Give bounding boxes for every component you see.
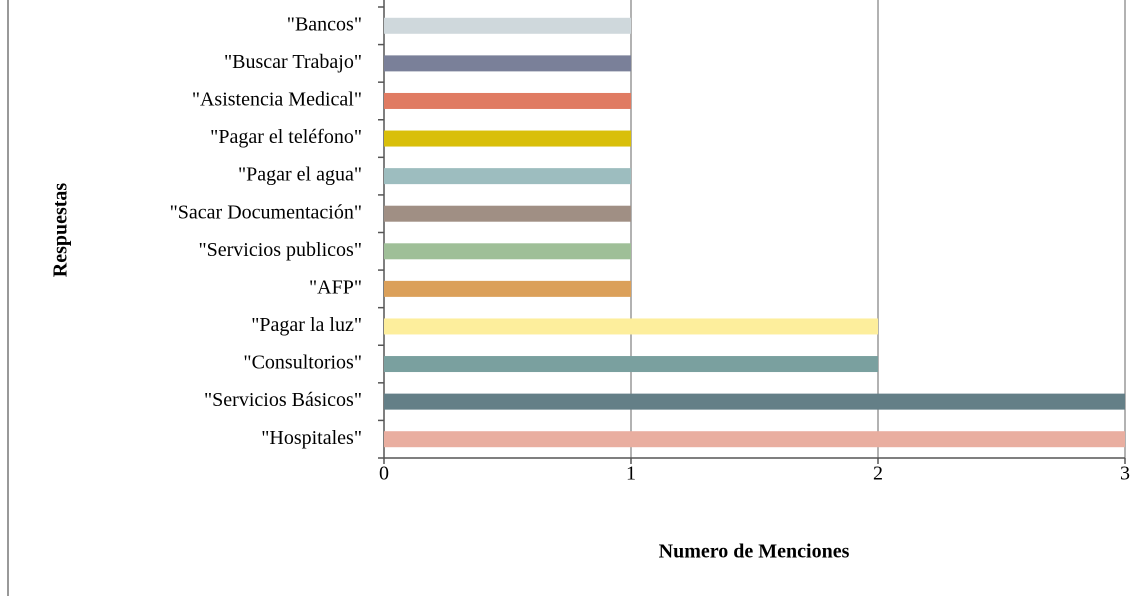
- bar: [384, 280, 631, 297]
- y-tick-label: "Consultorios": [243, 352, 362, 374]
- y-tick-label: "Buscar Trabajo": [224, 51, 362, 73]
- bar: [384, 168, 631, 185]
- y-axis-title: Respuestas: [50, 183, 72, 278]
- y-tick-label: "Servicios publicos": [198, 239, 362, 261]
- bar: [384, 92, 631, 109]
- x-tick-label: 1: [626, 463, 636, 485]
- x-tick-label: 0: [379, 463, 389, 485]
- bar: [384, 356, 878, 373]
- bar: [384, 17, 631, 34]
- y-tick-label: "Bancos": [287, 13, 362, 35]
- y-tick-label: "Pagar el teléfono": [210, 126, 362, 148]
- y-tick-label: "Hospitales": [261, 427, 362, 449]
- bar: [384, 431, 1125, 448]
- y-tick-label: "Servicios Básicos": [204, 389, 362, 411]
- y-tick-label: "AFP": [309, 276, 362, 298]
- x-tick-label: 2: [873, 463, 883, 485]
- x-tick-label: 3: [1120, 463, 1130, 485]
- y-tick-label: "Pagar el agua": [238, 164, 362, 186]
- y-tick-label: "Asistencia Medical": [192, 89, 362, 111]
- x-axis-title: Numero de Menciones: [659, 541, 850, 563]
- bar: [384, 393, 1125, 410]
- bar: [384, 205, 631, 222]
- y-tick-label: "Pagar la luz": [251, 314, 362, 336]
- bar: [384, 55, 631, 72]
- bar: [384, 243, 631, 260]
- bar: [384, 318, 878, 335]
- bar: [384, 130, 631, 147]
- y-tick-label: "Sacar Documentación": [170, 201, 362, 223]
